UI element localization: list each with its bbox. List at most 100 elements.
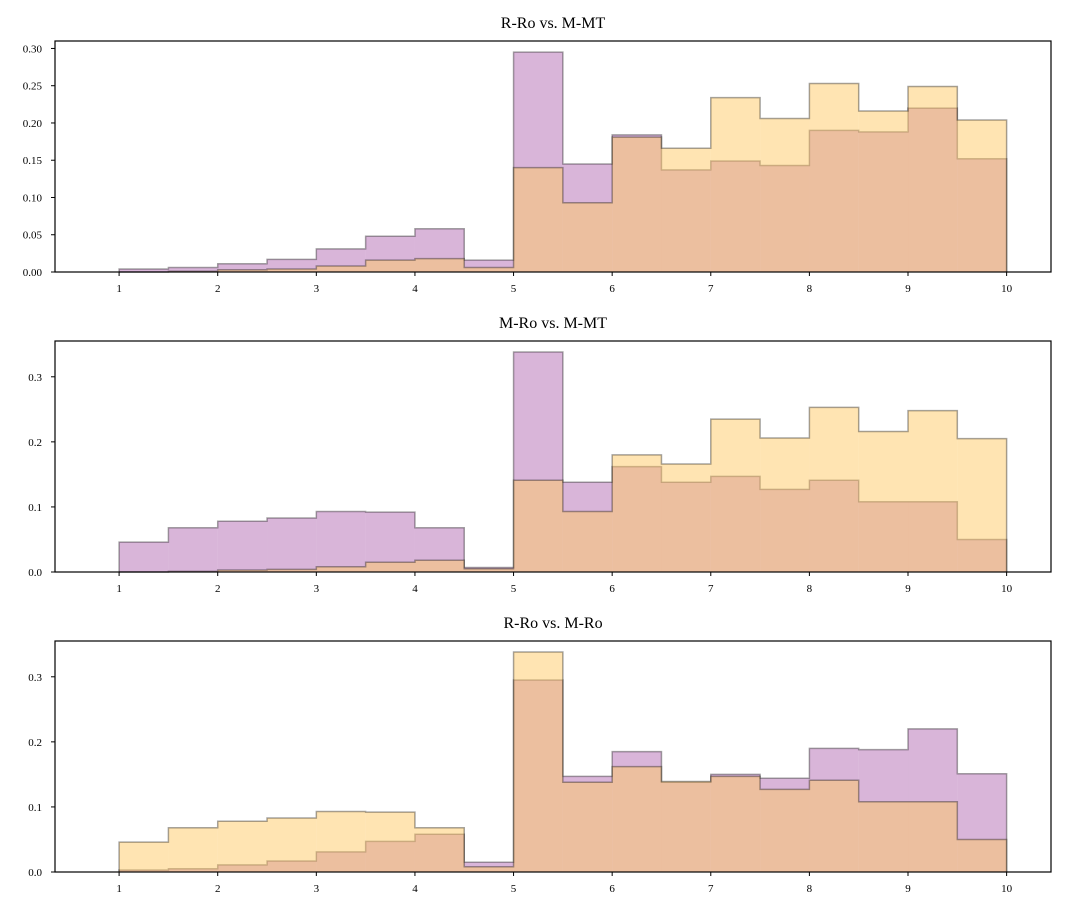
histogram-bar [957, 438, 1007, 572]
x-tick-label: 3 [314, 283, 320, 295]
histogram-bar [365, 260, 415, 272]
x-tick-label: 2 [215, 283, 221, 295]
histogram-bar [858, 801, 909, 872]
y-tick-label: 0.10 [23, 192, 43, 204]
y-tick-label: 0.2 [28, 737, 42, 749]
x-tick-label: 6 [609, 883, 615, 895]
histogram-bar [464, 260, 514, 272]
histogram-bar [809, 780, 859, 872]
x-tick-label: 8 [807, 883, 813, 895]
x-tick-label: 1 [116, 883, 122, 895]
panel-1: R-Ro vs. M-MT 1 2 3 4 5 6 7 8 9 10 0.00 0.05 0.10 0.1… [23, 15, 1052, 295]
histogram-bar [809, 407, 859, 572]
histogram-bar [316, 266, 366, 272]
x-tick-label: 1 [116, 583, 122, 595]
histogram-bar [661, 781, 711, 872]
x-tick-label: 7 [708, 283, 714, 295]
x-tick-label: 6 [609, 583, 615, 595]
panel-2: M-Ro vs. M-MT 1 2 3 4 5 6 7 8 9 10 0.0 0.1 0.2 0.3 [28, 315, 1052, 595]
histogram-bar [957, 839, 1007, 872]
y-tick-label: 0.0 [28, 567, 42, 579]
histogram-bar [612, 766, 662, 872]
x-tick-label: 10 [1001, 283, 1013, 295]
histogram-outline [118, 651, 1008, 872]
panel-title: R-Ro vs. M-MT [501, 15, 606, 32]
x-tick-label: 7 [708, 883, 714, 895]
histogram-bar [908, 86, 958, 273]
x-tick-label: 4 [412, 583, 418, 595]
histogram-bar [562, 511, 613, 572]
histogram-bar [464, 866, 514, 872]
histogram-bar [217, 570, 268, 572]
histogram-series-2 [118, 651, 1008, 872]
y-tick-label: 0.0 [28, 867, 42, 879]
x-tick-label: 3 [314, 583, 320, 595]
axes-frame [54, 640, 1052, 873]
histogram-bar [513, 480, 563, 572]
histogram-bar [464, 568, 514, 572]
x-tick-label: 8 [807, 283, 813, 295]
y-tick-label: 0.20 [23, 118, 43, 130]
x-tick-label: 5 [511, 283, 517, 295]
histogram-bar [513, 167, 563, 272]
histogram-bar [217, 521, 268, 572]
x-tick-label: 10 [1001, 883, 1013, 895]
histogram-bar [562, 202, 613, 272]
histogram-bar [908, 801, 958, 872]
x-tick-label: 6 [609, 283, 615, 295]
histogram-bar [661, 463, 711, 572]
histogram-bar [513, 652, 563, 872]
x-tick-label: 8 [807, 583, 813, 595]
histogram-bar [365, 512, 415, 572]
histogram-bar [217, 263, 268, 272]
panel-title: R-Ro vs. M-Ro [503, 615, 602, 632]
y-tick-label: 0.00 [23, 267, 43, 279]
histogram-bar [908, 410, 958, 572]
histogram-bar [957, 119, 1007, 273]
histogram-bar [414, 827, 465, 872]
histogram-bar [267, 569, 317, 572]
x-tick-label: 1 [116, 283, 122, 295]
histogram-bar [464, 267, 514, 272]
histogram-bar [858, 111, 909, 272]
y-tick-label: 0.30 [23, 43, 43, 55]
x-tick-label: 5 [511, 883, 517, 895]
x-tick-label: 9 [905, 283, 911, 295]
x-tick-label: 5 [511, 583, 517, 595]
y-tick-label: 0.1 [28, 502, 42, 514]
y-tick-label: 0.3 [28, 672, 42, 684]
axes-frame [54, 340, 1052, 573]
y-tick-label: 0.05 [23, 230, 43, 242]
histogram-series-2 [119, 82, 1008, 273]
histogram-bar [267, 269, 317, 272]
histogram-bar [119, 842, 169, 872]
axes-frame [54, 40, 1052, 273]
x-tick-label: 7 [708, 583, 714, 595]
histogram-bar [316, 811, 366, 872]
histogram-bar [365, 812, 415, 872]
y-tick-label: 0.15 [23, 155, 43, 167]
histogram-bar [710, 97, 761, 272]
y-tick-label: 0.2 [28, 437, 42, 449]
histogram-bar [710, 776, 761, 872]
histogram-bar [119, 269, 169, 272]
y-tick-label: 0.3 [28, 372, 42, 384]
histogram-bar [168, 827, 218, 872]
histogram-bar [710, 419, 761, 572]
x-tick-label: 4 [412, 883, 418, 895]
panel-3: R-Ro vs. M-Ro 1 2 3 4 5 6 7 8 9 10 0.0 0.1 0.2 0.3 [28, 615, 1052, 895]
histogram-bar [414, 258, 465, 272]
histogram-bar [858, 431, 909, 572]
x-tick-label: 3 [314, 883, 320, 895]
histogram-outline [119, 406, 1008, 573]
histogram-outline [119, 82, 1008, 273]
y-tick-label: 0.1 [28, 802, 42, 814]
histogram-bar [760, 118, 810, 273]
histogram-bar [217, 821, 268, 872]
histogram-bar [119, 542, 169, 572]
histogram-bar [612, 137, 662, 272]
histogram-bar [414, 560, 465, 572]
histogram-bar [168, 527, 218, 572]
x-tick-label: 9 [905, 583, 911, 595]
